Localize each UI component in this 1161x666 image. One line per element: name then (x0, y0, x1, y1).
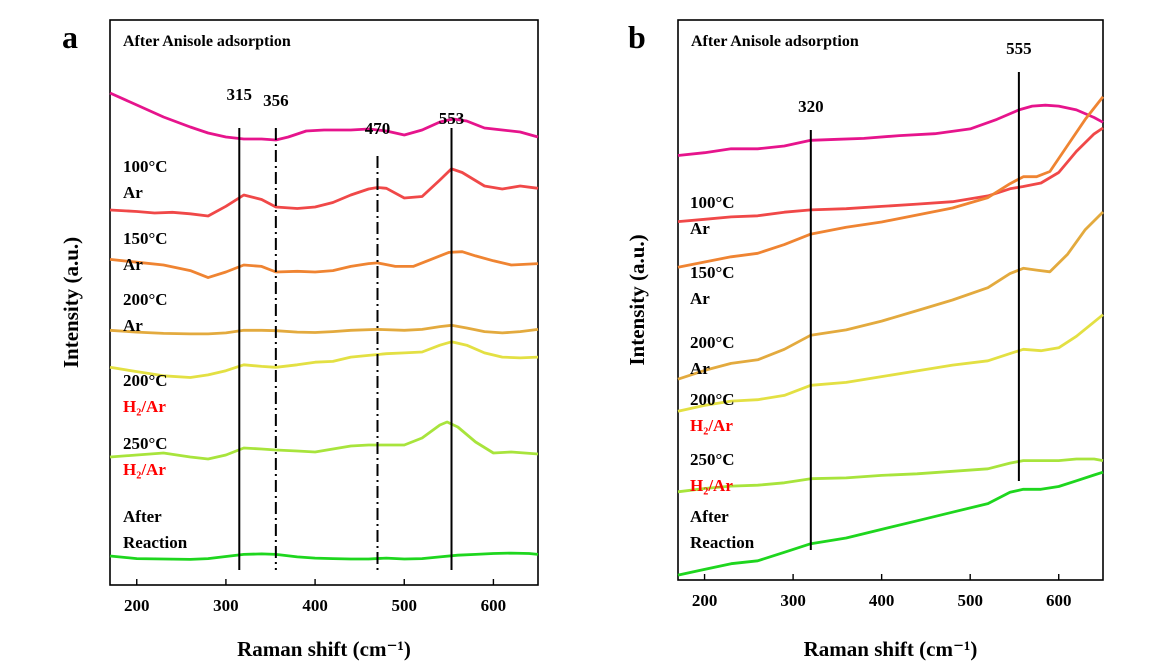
curve-label-5-line-2: H₂/Ar (690, 476, 733, 495)
x-axis-label: Raman shift (cm⁻¹) (237, 637, 411, 661)
series-line-5 (677, 313, 1104, 413)
curve-label-2-line-2: Ar (690, 289, 710, 308)
panel-title: After Anisole adsorption (691, 33, 859, 50)
curve-label-5-line-2: H₂/Ar (123, 460, 166, 479)
curve-label-2-line-2: Ar (123, 255, 143, 274)
chart-panel-b: b After Anisole adsorption 200 300 400 500 600… (625, 19, 1105, 661)
curve-label-5-line-1: 250°C (690, 450, 735, 469)
curve-label-1-line-1: 100°C (690, 193, 735, 212)
x-tick-label-200: 200 (124, 596, 150, 615)
curve-label-6-line-1: After (690, 507, 729, 526)
series-line-4 (109, 323, 539, 336)
y-axis-label: Intensity (a.u.) (625, 234, 649, 365)
series-line-2 (109, 167, 539, 218)
curve-label-1-line-1: 100°C (123, 157, 168, 176)
series-line-6 (677, 457, 1104, 494)
plot-frame (109, 19, 539, 586)
curve-label-3-line-1: 200°C (690, 333, 735, 352)
curve-label-6-line-2: Reaction (690, 533, 755, 552)
x-tick-label-600: 600 (481, 596, 507, 615)
peak-label-315: 315 (227, 85, 253, 104)
series-line-6 (109, 420, 539, 461)
series-line-2 (677, 126, 1104, 223)
peak-label-555: 555 (1006, 39, 1032, 58)
peak-label-320: 320 (798, 97, 824, 116)
x-tick-label-200: 200 (692, 591, 718, 610)
curve-label-4-line-1: 200°C (123, 371, 168, 390)
curve-label-3-line-2: Ar (690, 359, 710, 378)
x-axis-label: Raman shift (cm⁻¹) (804, 637, 978, 661)
peak-label-356: 356 (263, 91, 289, 110)
peak-label-553: 553 (439, 109, 465, 128)
curve-label-2-line-1: 150°C (690, 263, 735, 282)
series-line-7 (109, 551, 539, 561)
curve-label-6-line-2: Reaction (123, 533, 188, 552)
x-tick-label-300: 300 (780, 591, 806, 610)
curve-label-4-line-1: 200°C (690, 390, 735, 409)
curve-label-1-line-2: Ar (690, 219, 710, 238)
series-line-3 (677, 95, 1105, 269)
series-line-1 (677, 103, 1104, 157)
curve-label-1-line-2: Ar (123, 183, 143, 202)
curve-label-3-line-2: Ar (123, 316, 143, 335)
panel-label: b (628, 19, 646, 55)
chart-panel-a: a After Anisole adsorption 200 300 400 500 600… (59, 19, 539, 661)
y-axis-label: Intensity (a.u.) (59, 237, 83, 368)
panel-title: After Anisole adsorption (123, 33, 291, 50)
panel-label: a (62, 19, 78, 55)
peak-label-470: 470 (365, 119, 391, 138)
x-tick-label-400: 400 (869, 591, 895, 610)
curve-label-5-line-1: 250°C (123, 434, 168, 453)
series-line-5 (109, 340, 539, 379)
x-tick-label-400: 400 (302, 596, 328, 615)
curve-label-2-line-1: 150°C (123, 229, 168, 248)
series-line-3 (109, 250, 539, 280)
curve-label-6-line-1: After (123, 507, 162, 526)
curve-label-4-line-2: H₂/Ar (123, 397, 166, 416)
curve-label-4-line-2: H₂/Ar (690, 416, 733, 435)
x-tick-label-500: 500 (392, 596, 418, 615)
series-line-7 (677, 470, 1104, 577)
x-tick-label-500: 500 (957, 591, 983, 610)
curve-label-3-line-1: 200°C (123, 290, 168, 309)
series-line-4 (677, 211, 1104, 381)
x-tick-label-600: 600 (1046, 591, 1072, 610)
plot-frame (677, 19, 1104, 581)
x-tick-label-300: 300 (213, 596, 239, 615)
series-line-1 (109, 91, 539, 142)
